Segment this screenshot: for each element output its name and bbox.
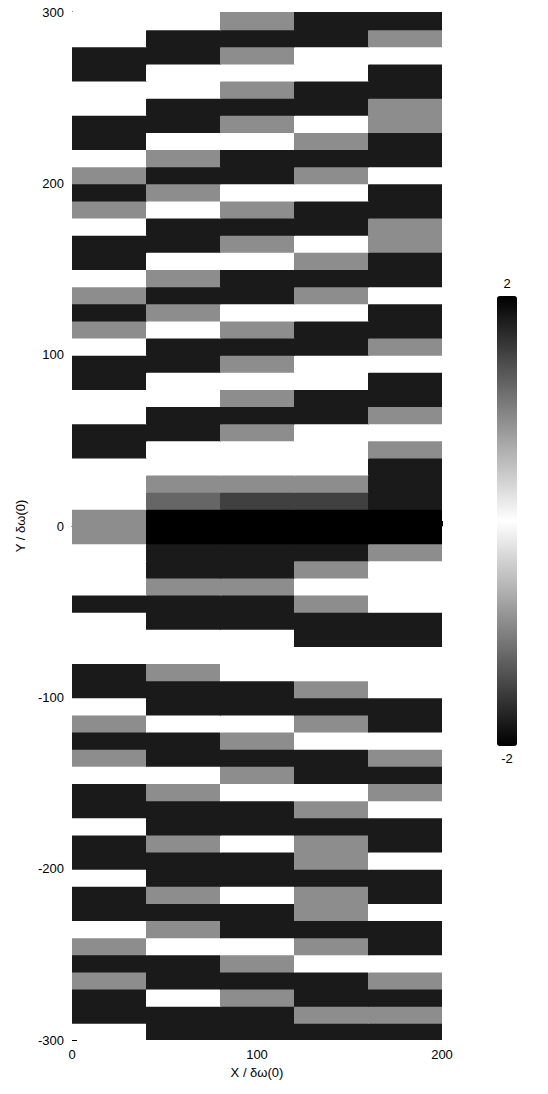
svg-text:0: 0 [57, 519, 64, 534]
svg-text:200: 200 [431, 1047, 453, 1062]
svg-text:-100: -100 [38, 690, 64, 705]
svg-text:100: 100 [246, 1047, 268, 1062]
svg-text:-200: -200 [38, 861, 64, 876]
svg-text:X / δω(0): X / δω(0) [231, 1065, 284, 1080]
svg-text:300: 300 [42, 5, 64, 20]
svg-text:2: 2 [503, 276, 510, 291]
svg-text:0: 0 [68, 1047, 75, 1062]
svg-text:-300: -300 [38, 1033, 64, 1048]
svg-text:200: 200 [42, 176, 64, 191]
svg-text:Y / δω(0): Y / δω(0) [13, 500, 28, 553]
svg-text:-2: -2 [501, 751, 513, 766]
svg-text:100: 100 [42, 347, 64, 362]
